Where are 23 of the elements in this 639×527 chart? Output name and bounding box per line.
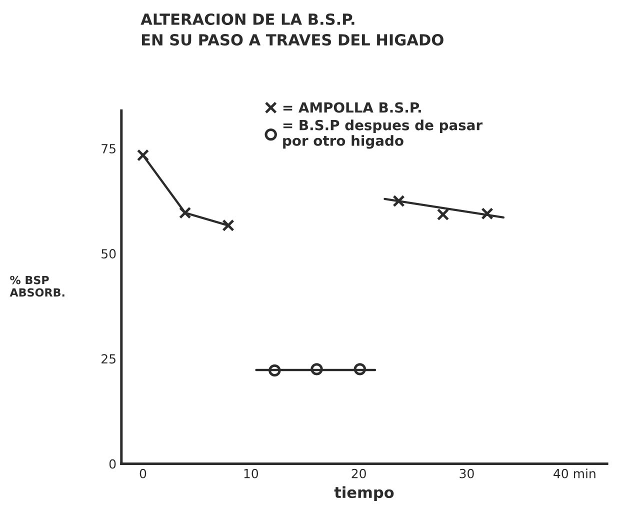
y-axis-title: % BSP ABSORB. <box>10 276 64 297</box>
y-tick-label: 25 <box>102 354 116 364</box>
point <box>178 206 192 219</box>
x-tick-label: 20 <box>352 468 366 478</box>
legend-label: = AMPOLLA B.S.P. <box>283 102 421 113</box>
x-axis-title: tiempo <box>334 486 394 502</box>
point <box>136 149 150 162</box>
y-tick-label: 75 <box>102 144 116 154</box>
y-tick-label: 50 <box>102 249 116 259</box>
x-tick-label: 10 <box>244 468 258 478</box>
point <box>268 364 281 377</box>
point <box>436 208 450 221</box>
x-tick-label: 0 <box>140 468 146 478</box>
y-tick-label: 0 <box>109 459 116 469</box>
point <box>481 208 494 220</box>
x-tick-label: 30 <box>460 468 474 478</box>
point <box>310 363 323 376</box>
legend-label: = B.S.P despues de pasar por otro higado <box>283 120 483 149</box>
point <box>392 194 405 208</box>
point <box>222 219 234 232</box>
point <box>354 363 366 376</box>
x-tick-label: 40 min <box>554 468 596 478</box>
chart-title: ALTERACION DE LA B.S.P. EN SU PASO A TRAVES DEL HIGADO <box>140 13 444 46</box>
